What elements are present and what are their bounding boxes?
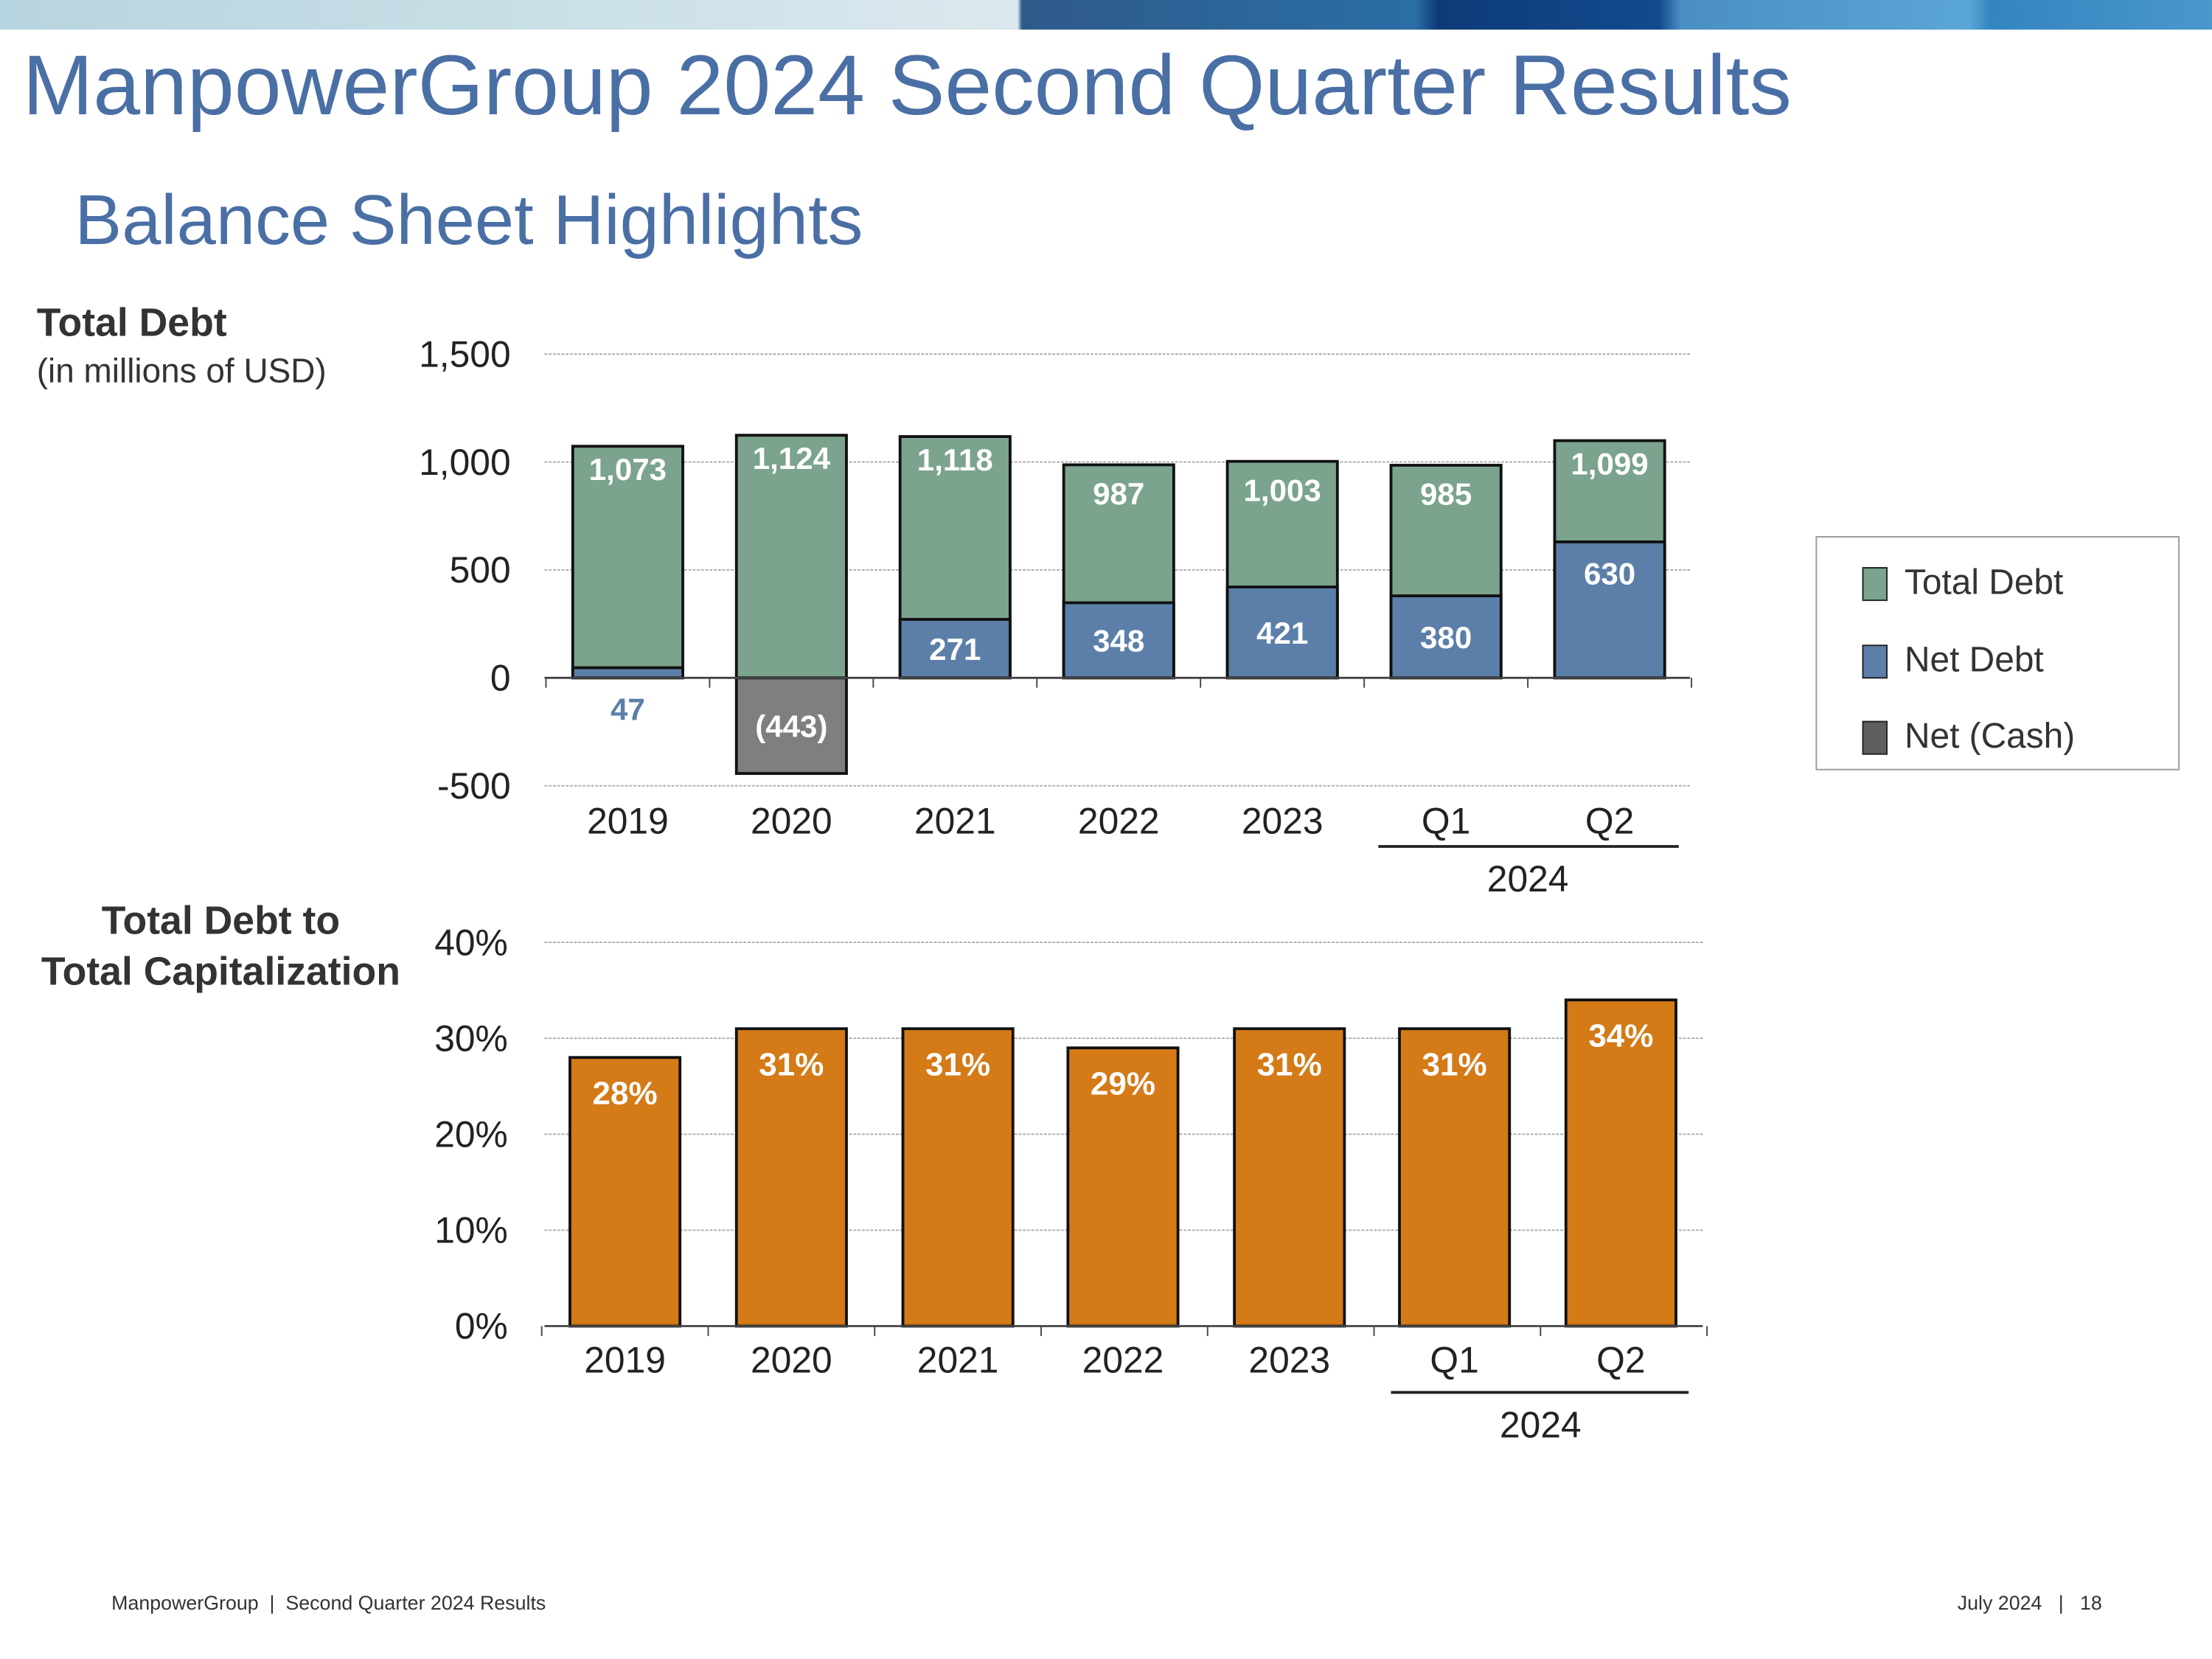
data-label-net-debt: 630 — [1584, 556, 1635, 591]
legend-label: Total Debt — [1904, 563, 2064, 602]
x-tick-label: 2020 — [751, 801, 832, 842]
data-label-total-debt: 1,099 — [1571, 447, 1648, 481]
y-tick-label: 1,500 — [419, 333, 510, 375]
group-label-2024: 2024 — [1487, 858, 1569, 900]
data-label-net-debt: 421 — [1256, 616, 1308, 650]
bar-net-debt — [1225, 585, 1339, 680]
data-label-capitalization: 31% — [925, 1046, 990, 1082]
bar-debt-to-capitalization — [1066, 1046, 1180, 1328]
bar-debt-to-capitalization — [734, 1027, 848, 1328]
data-label-capitalization: 34% — [1588, 1018, 1653, 1054]
legend-label: Net (Cash) — [1904, 716, 2076, 757]
bar-net-debt — [571, 666, 684, 680]
data-label-capitalization: 31% — [1422, 1046, 1487, 1082]
y-tick-label: 500 — [450, 549, 511, 591]
footer-right: July 2024 | 18 — [1957, 1591, 2102, 1614]
y-tick-label: 30% — [434, 1018, 508, 1059]
x-tick-label: 2023 — [1248, 1340, 1330, 1381]
legend-label: Net Debt — [1904, 640, 2044, 681]
data-label-total-debt: 1,003 — [1244, 473, 1321, 507]
debt-chart-unit: (in millions of USD) — [36, 352, 327, 391]
y-tick-label: -500 — [437, 765, 511, 807]
bar-debt-to-capitalization — [568, 1056, 682, 1328]
x-tick-label: Q2 — [1585, 801, 1634, 842]
data-label-total-debt: 1,118 — [917, 442, 993, 477]
bar-debt-to-capitalization — [901, 1027, 1015, 1328]
x-tick-label: 2019 — [587, 801, 669, 842]
data-label-capitalization: 31% — [759, 1046, 824, 1082]
x-tick-label: Q2 — [1596, 1340, 1645, 1381]
bar-net-debt — [1062, 601, 1175, 680]
y-tick-label: 0 — [490, 658, 511, 699]
header-banner — [0, 0, 2212, 30]
data-label-total-debt: 1,073 — [589, 452, 667, 487]
cap-chart-title-line1: Total Debt to — [101, 898, 341, 943]
legend-swatch-net-cash — [1862, 720, 1888, 754]
y-tick-label: 40% — [434, 922, 508, 963]
y-tick-label: 0% — [455, 1306, 508, 1347]
data-label-net-cash: (443) — [755, 709, 827, 743]
data-label-total-debt: 1,124 — [753, 441, 831, 476]
data-label-net-debt: 380 — [1420, 620, 1472, 655]
data-label-capitalization: 28% — [593, 1075, 658, 1111]
x-tick-label: 2021 — [914, 801, 996, 842]
x-tick-label: 2022 — [1082, 1340, 1164, 1381]
data-label-capitalization: 29% — [1091, 1065, 1155, 1102]
footer-left: ManpowerGroup | Second Quarter 2024 Resu… — [111, 1591, 546, 1614]
x-tick-label: 2019 — [584, 1340, 666, 1381]
x-tick-label: 2023 — [1242, 801, 1324, 842]
x-tick-label: 2021 — [917, 1340, 999, 1381]
legend: Total Debt Net Debt Net (Cash) — [1815, 536, 2180, 771]
bar-net-cash — [734, 676, 848, 775]
bar-total-debt — [571, 445, 684, 680]
x-tick-label: Q1 — [1430, 1340, 1478, 1381]
data-label-total-debt: 987 — [1093, 476, 1144, 511]
legend-item-net-debt: Net Debt — [1862, 640, 2044, 681]
group-label-2024: 2024 — [1500, 1405, 1582, 1446]
bar-net-debt — [1553, 540, 1666, 680]
y-tick-label: 20% — [434, 1114, 508, 1155]
page-subtitle: Balance Sheet Highlights — [74, 180, 863, 260]
x-tick-label: Q1 — [1422, 801, 1470, 842]
data-label-net-debt: 348 — [1093, 624, 1144, 658]
y-tick-label: 10% — [434, 1210, 508, 1251]
x-tick-label: 2020 — [751, 1340, 832, 1381]
legend-item-total-debt: Total Debt — [1862, 563, 2064, 603]
bar-debt-to-capitalization — [1233, 1027, 1346, 1328]
page-title: ManpowerGroup 2024 Second Quarter Result… — [22, 38, 1792, 133]
bar-debt-to-capitalization — [1398, 1027, 1512, 1328]
data-label-total-debt: 985 — [1420, 477, 1472, 512]
data-label-net-debt: 47 — [611, 692, 645, 727]
debt-chart-title: Total Debt — [36, 300, 227, 344]
legend-swatch-total-debt — [1862, 566, 1888, 601]
y-tick-label: 1,000 — [419, 442, 510, 483]
data-label-capitalization: 31% — [1257, 1046, 1322, 1082]
legend-swatch-net-debt — [1862, 644, 1888, 678]
bar-debt-to-capitalization — [1564, 998, 1677, 1328]
legend-item-net-cash: Net (Cash) — [1862, 716, 2076, 757]
data-label-net-debt: 271 — [929, 632, 981, 667]
cap-chart-title-line2: Total Capitalization — [41, 949, 400, 993]
x-tick-label: 2022 — [1078, 801, 1160, 842]
